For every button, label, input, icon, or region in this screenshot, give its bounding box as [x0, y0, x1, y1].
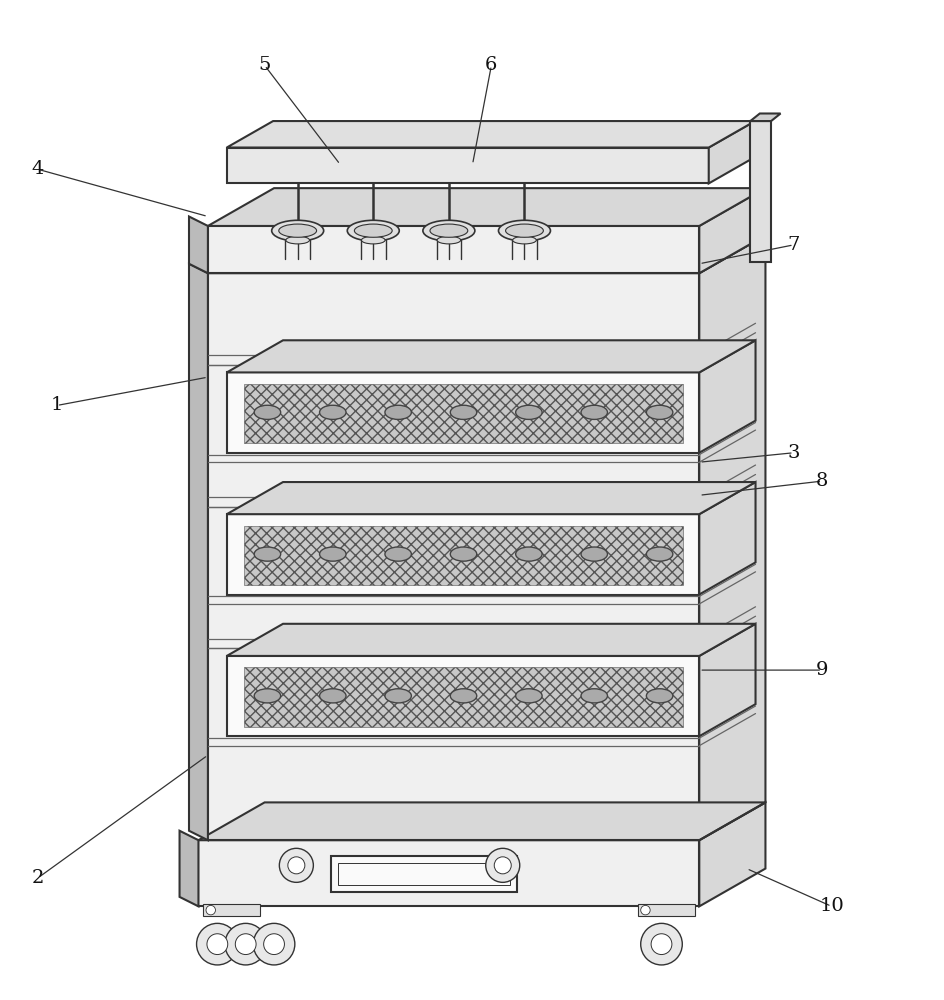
Polygon shape — [699, 802, 765, 906]
Bar — [637, 904, 694, 916]
Polygon shape — [227, 482, 755, 514]
Ellipse shape — [272, 220, 323, 241]
Ellipse shape — [581, 689, 607, 703]
Circle shape — [206, 905, 215, 915]
Ellipse shape — [361, 236, 385, 244]
Polygon shape — [699, 482, 755, 594]
Ellipse shape — [354, 224, 392, 237]
Ellipse shape — [646, 689, 672, 703]
Circle shape — [640, 923, 682, 965]
Polygon shape — [227, 121, 754, 148]
Polygon shape — [227, 340, 755, 372]
Bar — [227, 514, 699, 594]
Ellipse shape — [581, 547, 607, 561]
Ellipse shape — [646, 405, 672, 419]
Polygon shape — [189, 217, 208, 273]
Polygon shape — [699, 235, 765, 840]
Bar — [198, 840, 699, 906]
Text: 1: 1 — [50, 396, 63, 414]
Text: 9: 9 — [815, 661, 828, 679]
Circle shape — [207, 934, 228, 955]
Ellipse shape — [384, 547, 411, 561]
Ellipse shape — [254, 547, 280, 561]
Ellipse shape — [515, 689, 542, 703]
Bar — [208, 273, 699, 840]
Circle shape — [640, 905, 649, 915]
Circle shape — [263, 934, 284, 955]
Ellipse shape — [254, 405, 280, 419]
Polygon shape — [179, 831, 198, 906]
Circle shape — [225, 923, 266, 965]
Bar — [227, 372, 699, 453]
Bar — [750, 121, 770, 262]
Bar — [244, 526, 683, 585]
Circle shape — [279, 848, 313, 882]
Ellipse shape — [319, 405, 346, 419]
Text: 7: 7 — [786, 236, 800, 254]
Bar — [244, 667, 683, 727]
Ellipse shape — [581, 405, 607, 419]
Ellipse shape — [449, 547, 477, 561]
Text: 2: 2 — [31, 869, 44, 887]
Ellipse shape — [319, 689, 346, 703]
Text: 10: 10 — [818, 897, 843, 915]
Polygon shape — [699, 188, 765, 273]
Bar — [208, 226, 699, 273]
Ellipse shape — [515, 547, 542, 561]
Ellipse shape — [430, 224, 467, 237]
Polygon shape — [198, 802, 765, 840]
Polygon shape — [189, 264, 208, 840]
Bar — [330, 856, 517, 892]
Ellipse shape — [319, 547, 346, 561]
Ellipse shape — [278, 224, 316, 237]
Ellipse shape — [384, 405, 411, 419]
Text: 3: 3 — [786, 444, 800, 462]
Text: 4: 4 — [31, 160, 44, 178]
Ellipse shape — [513, 236, 536, 244]
Text: 8: 8 — [815, 472, 828, 490]
Polygon shape — [227, 624, 755, 656]
Polygon shape — [208, 235, 765, 273]
Ellipse shape — [449, 405, 477, 419]
Bar — [227, 148, 708, 183]
Polygon shape — [699, 340, 755, 453]
Ellipse shape — [254, 689, 280, 703]
Polygon shape — [750, 113, 780, 121]
Ellipse shape — [449, 689, 477, 703]
Polygon shape — [708, 121, 754, 183]
Ellipse shape — [515, 405, 542, 419]
Ellipse shape — [422, 220, 474, 241]
Circle shape — [288, 857, 305, 874]
Circle shape — [196, 923, 238, 965]
Ellipse shape — [347, 220, 399, 241]
Polygon shape — [208, 188, 765, 226]
Ellipse shape — [285, 236, 309, 244]
Circle shape — [253, 923, 295, 965]
Ellipse shape — [498, 220, 550, 241]
Bar — [203, 904, 260, 916]
Text: 5: 5 — [258, 56, 271, 74]
Circle shape — [650, 934, 671, 955]
Circle shape — [485, 848, 519, 882]
Bar — [244, 384, 683, 443]
Ellipse shape — [384, 689, 411, 703]
Circle shape — [235, 934, 256, 955]
Text: 6: 6 — [484, 56, 497, 74]
Bar — [227, 656, 699, 736]
Polygon shape — [699, 624, 755, 736]
Ellipse shape — [505, 224, 543, 237]
Ellipse shape — [436, 236, 461, 244]
Bar — [338, 863, 510, 885]
Ellipse shape — [646, 547, 672, 561]
Circle shape — [494, 857, 511, 874]
